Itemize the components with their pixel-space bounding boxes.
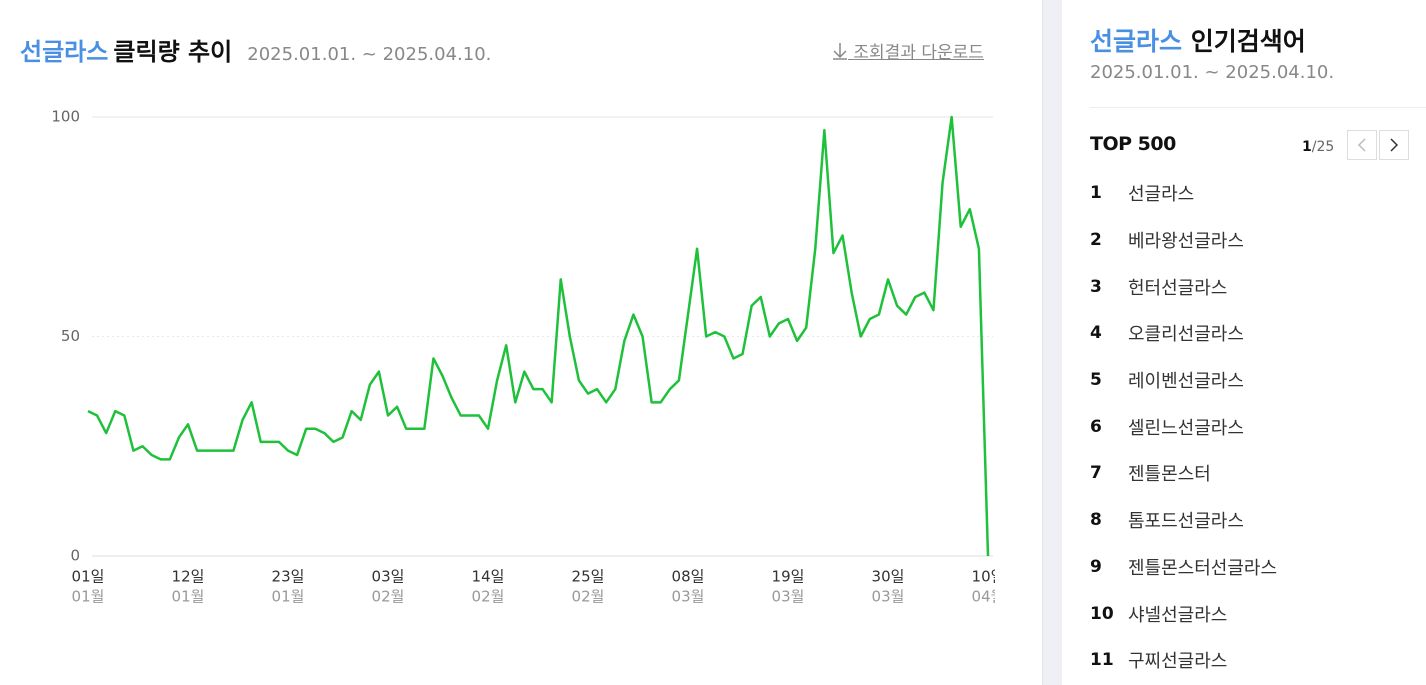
x-tick-label: 14일 <box>472 568 505 586</box>
x-tick-label: 01일 <box>72 568 105 586</box>
page: 1 <box>1302 139 1312 155</box>
term: 헌터선글라스 <box>1128 277 1228 299</box>
y-tick-label: 0 <box>70 547 80 565</box>
x-tick-month: 03월 <box>872 588 905 606</box>
x-tick-month: 01월 <box>72 588 105 606</box>
x-tick-label: 08일 <box>672 568 705 586</box>
download-label: 조회결과 다운로드 <box>853 43 984 63</box>
rank: 9 <box>1090 556 1102 577</box>
term: 젠틀몬스터선글라스 <box>1128 557 1278 579</box>
x-tick-label: 25일 <box>572 568 605 586</box>
term: 오클리선글라스 <box>1128 324 1244 346</box>
keyword-item[interactable]: 7 젠틀몬스터 <box>1090 450 1277 497</box>
term: 레이벤선글라스 <box>1128 371 1244 393</box>
separator <box>1090 107 1426 108</box>
x-tick-month: 02월 <box>472 588 505 606</box>
keyword-item[interactable]: 9 젠틀몬스터선글라스 <box>1090 544 1277 591</box>
y-tick-label: 100 <box>51 108 80 126</box>
term: 샤넬선글라스 <box>1128 604 1228 626</box>
keyword-list: 1 선글라스 2 베라왕선글라스 3 헌터선글라스 4 오클리선글라스 5 레이벤선글라스 6 셀린느… <box>1090 170 1277 684</box>
term: 베라왕선글라스 <box>1128 231 1244 253</box>
term: 젠틀몬스터 <box>1128 464 1211 486</box>
keyword-item[interactable]: 2 베라왕선글라스 <box>1090 217 1277 264</box>
keyword: 선글라스 <box>1090 27 1183 56</box>
keyword-item[interactable]: 5 레이벤선글라스 <box>1090 357 1277 404</box>
sidebar: 선글라스 인기검색어 2025.01.01. ~ 2025.04.10. TOP… <box>1062 0 1426 685</box>
keyword-item[interactable]: 4 오클리선글라스 <box>1090 310 1277 357</box>
next-icon <box>1390 138 1399 152</box>
period: 2025.01.01. ~ 2025.04.10. <box>247 44 492 65</box>
keyword-item[interactable]: 8 톰포드선글라스 <box>1090 497 1277 544</box>
x-tick-month: 02월 <box>372 588 405 606</box>
prev-icon <box>1357 138 1366 152</box>
period: 2025.01.01. ~ 2025.04.10. <box>1090 62 1335 83</box>
term: 구찌선글라스 <box>1128 651 1228 673</box>
x-tick-label: 03일 <box>372 568 405 586</box>
term: 선글라스 <box>1128 184 1195 206</box>
keyword-item[interactable]: 6 셀린느선글라스 <box>1090 403 1277 450</box>
pager-count: 1/25 <box>1302 139 1334 155</box>
prev-button[interactable] <box>1347 130 1377 160</box>
rank: 2 <box>1090 230 1102 251</box>
x-tick-month: 02월 <box>572 588 605 606</box>
x-tick-month: 01월 <box>172 588 205 606</box>
x-tick-month: 04월 <box>972 588 995 606</box>
keyword-item[interactable]: 1 선글라스 <box>1090 170 1277 217</box>
x-tick-label: 23일 <box>272 568 305 586</box>
download-icon <box>833 43 847 60</box>
rank: 3 <box>1090 276 1102 297</box>
title: 인기검색어 <box>1190 27 1306 56</box>
keyword: 선글라스 <box>20 38 109 66</box>
page-total: /25 <box>1311 139 1335 155</box>
rank: 11 <box>1090 650 1114 671</box>
chart: 0 50 100 01일 01월 12일 01월 23일 01월 03일 02월 14일 02월 25일 0… <box>51 108 995 606</box>
rank: 6 <box>1090 416 1102 437</box>
keyword-item[interactable]: 11 구찌선글라스 <box>1090 637 1277 684</box>
x-tick-month: 01월 <box>272 588 305 606</box>
rank: 4 <box>1090 323 1102 344</box>
divider <box>1042 0 1062 685</box>
keyword-item[interactable]: 3 헌터선글라스 <box>1090 263 1277 310</box>
next-button[interactable] <box>1379 130 1409 160</box>
x-tick-label: 10일 <box>972 568 995 586</box>
rank: 10 <box>1090 603 1114 624</box>
rank: 7 <box>1090 463 1102 484</box>
top-label: TOP 500 <box>1090 133 1176 155</box>
chart-header: 선글라스 클릭량 추이 2025.01.01. ~ 2025.04.10. <box>20 32 491 67</box>
chart-panel: 0 50 100 01일 01월 12일 01월 23일 01월 03일 02월 14일 02월 25일 0… <box>20 32 995 606</box>
keyword-item[interactable]: 10 샤넬선글라스 <box>1090 590 1277 637</box>
term: 톰포드선글라스 <box>1128 511 1244 533</box>
rank: 1 <box>1090 183 1102 204</box>
download-link[interactable]: 조회결과 다운로드 <box>832 38 984 63</box>
rank: 8 <box>1090 510 1102 531</box>
sidebar-title: 선글라스 인기검색어 <box>1090 22 1306 58</box>
y-tick-label: 50 <box>61 327 80 345</box>
data-line <box>87 115 990 557</box>
chart-title: 클릭량 추이 <box>113 38 233 66</box>
x-tick-label: 19일 <box>772 568 805 586</box>
x-tick-label: 30일 <box>872 568 905 586</box>
x-tick-label: 12일 <box>172 568 205 586</box>
rank: 5 <box>1090 370 1102 391</box>
x-tick-month: 03월 <box>672 588 705 606</box>
x-tick-month: 03월 <box>772 588 805 606</box>
term: 셀린느선글라스 <box>1128 417 1244 439</box>
